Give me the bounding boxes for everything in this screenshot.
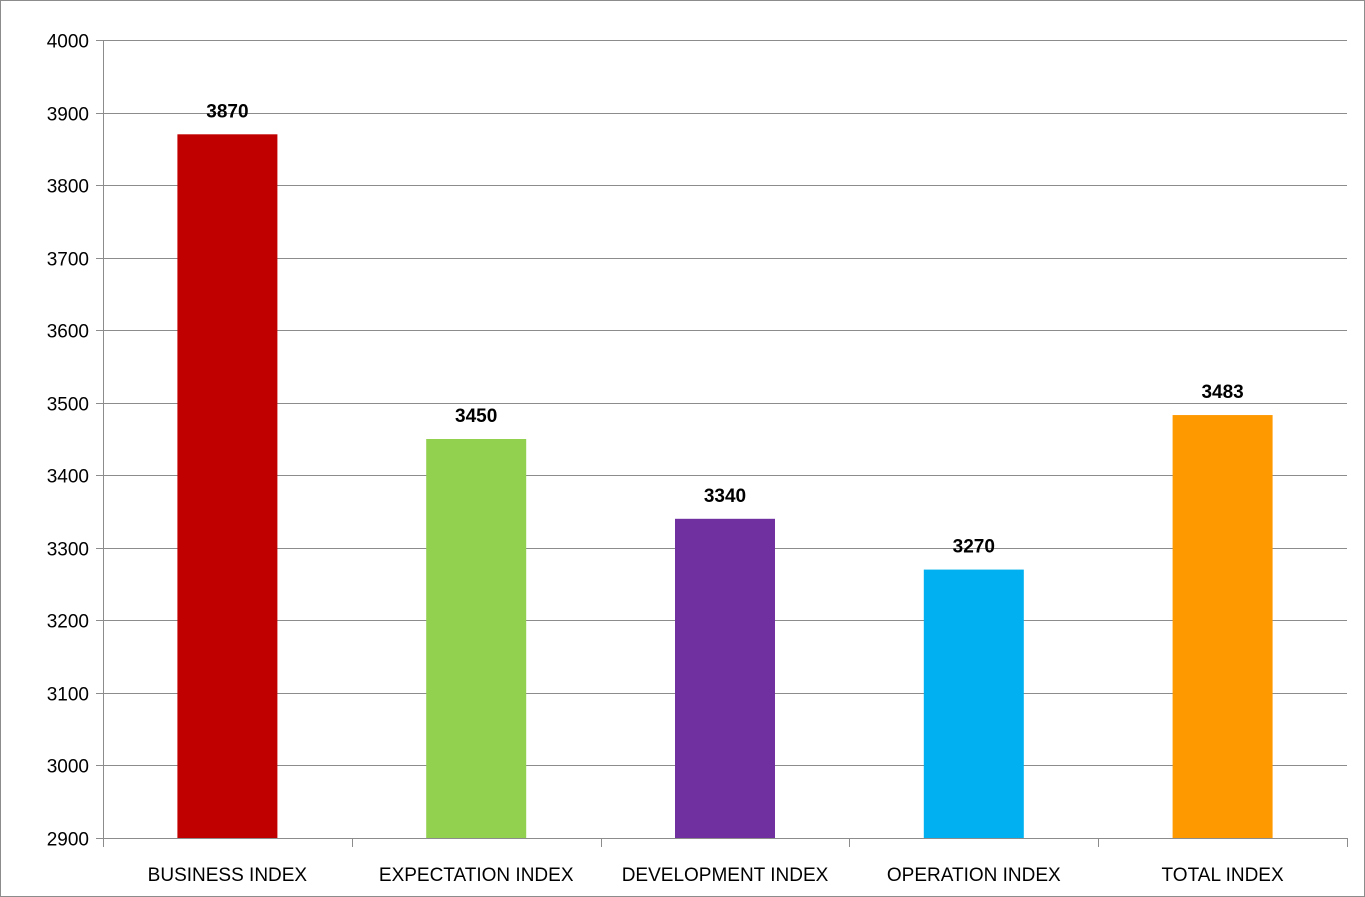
x-tick-label-expectation-index: EXPECTATION INDEX: [379, 865, 574, 886]
labels: 3870 BUSINESS INDEX 3450 EXPECTATION INDEX 3…: [148, 101, 1284, 886]
data-label-total-index: 3483: [1201, 382, 1243, 403]
bars: [177, 134, 1273, 839]
y-tick-label-3900: 3900: [47, 105, 89, 126]
x-tick-label-total-index: TOTAL INDEX: [1162, 865, 1284, 886]
bar-development-index: [675, 518, 775, 838]
y-tick-label-3500: 3500: [47, 395, 89, 416]
y-tick-label-3200: 3200: [47, 612, 89, 633]
y-tick-label-3800: 3800: [47, 177, 89, 198]
y-tick-label-3300: 3300: [47, 540, 89, 561]
y-tick-label-3600: 3600: [47, 322, 89, 343]
y-tick-label-3000: 3000: [47, 757, 89, 778]
axes: 2900 3000 3100 3200 3300 3400 3500 3600 3700 3800…: [47, 32, 1348, 851]
data-label-operation-index: 3270: [953, 537, 995, 558]
bar-operation-index: [923, 569, 1024, 838]
y-tick-label-3100: 3100: [47, 685, 89, 706]
bar-business-index: [177, 134, 278, 839]
y-tick-label-3700: 3700: [47, 250, 89, 271]
data-label-expectation-index: 3450: [455, 406, 497, 427]
bar-total-index: [1172, 415, 1273, 838]
gridlines: [103, 40, 1347, 766]
x-tick-label-operation-index: OPERATION INDEX: [887, 865, 1061, 886]
x-tick-label-development-index: DEVELOPMENT INDEX: [622, 865, 829, 886]
y-tick-label-3400: 3400: [47, 467, 89, 488]
bar-expectation-index: [426, 439, 527, 838]
y-tick-label-2900: 2900: [47, 830, 89, 851]
data-label-development-index: 3340: [704, 486, 746, 507]
data-label-business-index: 3870: [206, 101, 248, 122]
y-tick-label-4000: 4000: [47, 32, 89, 53]
x-tick-label-business-index: BUSINESS INDEX: [148, 865, 308, 886]
